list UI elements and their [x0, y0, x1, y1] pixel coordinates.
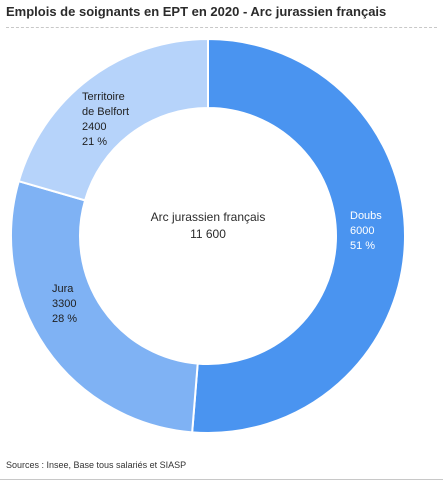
slice-labels-layer: Doubs 6000 51 % Jura 3300 28 % Territoire de Be… [52, 91, 382, 325]
slices-layer [10, 37, 406, 434]
slice-label-territoire-de-belfort: Territoire de Belfort 2400 21 % [82, 91, 129, 148]
slice-doubs [191, 37, 406, 434]
chart-title: Emplois de soignants en EPT en 2020 - Ar… [6, 4, 437, 28]
center-label-total: 11 600 [190, 227, 226, 241]
slice-label-jura: Jura 3300 28 % [52, 283, 77, 325]
slice-territoire-de-belfort [17, 37, 209, 202]
source-note: Sources : Insee, Base tous salariés et S… [6, 460, 187, 470]
slice-label-doubs: Doubs 6000 51 % [350, 210, 382, 252]
slice-jura [10, 179, 199, 434]
center-label-name: Arc jurassien français [151, 210, 266, 224]
